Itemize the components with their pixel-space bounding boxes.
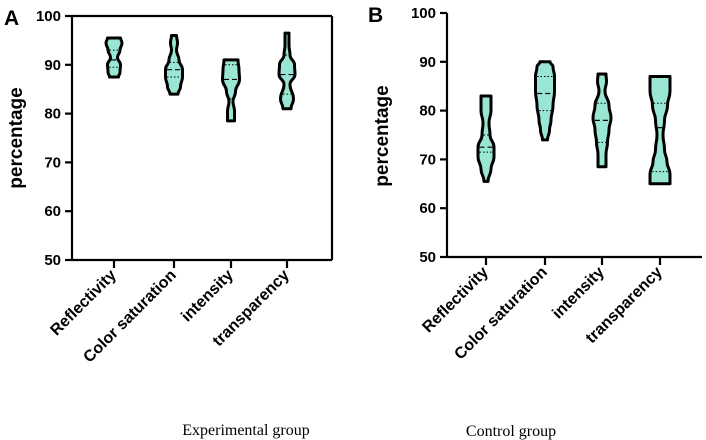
panel-b-y-tick-label: 80 <box>419 103 436 120</box>
panel-b-violin-4 <box>648 74 672 186</box>
panel-b-y-tick-label: 100 <box>411 5 436 22</box>
panel-b-y-tick-label: 60 <box>419 200 436 217</box>
panel-a-violin-4 <box>277 31 297 111</box>
panel-a-label: A <box>4 7 19 30</box>
panel-a-y-tick-label: 70 <box>44 154 61 171</box>
panel-a-y-axis-label: percentage <box>6 87 27 188</box>
panel-a-violin-1 <box>104 36 124 79</box>
panel-b-category-label: intensity <box>549 264 608 323</box>
panel-a-y-tick-label: 50 <box>44 252 61 269</box>
panel-a-violin-3 <box>221 58 241 123</box>
panel-b-y-tick-label: 90 <box>419 54 436 71</box>
panel-b-caption: Control group <box>466 423 556 440</box>
panel-a-y-tick-label: 60 <box>44 203 61 220</box>
panel-b-violin-1 <box>476 94 496 183</box>
panel-a-y-tick-label: 90 <box>44 57 61 74</box>
panel-a-y-tick-label: 80 <box>44 106 61 123</box>
panel-b-y-tick-label: 70 <box>419 151 436 168</box>
panel-b-y-tick-label: 50 <box>419 249 436 266</box>
panel-a-caption: Experimental group <box>182 422 310 439</box>
panel-a-category-label: intensity <box>178 267 237 326</box>
panel-a-violin-2 <box>164 34 184 96</box>
panel-b-y-axis-label: percentage <box>372 85 393 186</box>
panel-b-violin-2 <box>534 60 557 142</box>
panel-b-label: B <box>368 4 383 27</box>
panel-a-y-tick-label: 100 <box>36 8 61 25</box>
panel-b-violin-3 <box>591 72 613 169</box>
